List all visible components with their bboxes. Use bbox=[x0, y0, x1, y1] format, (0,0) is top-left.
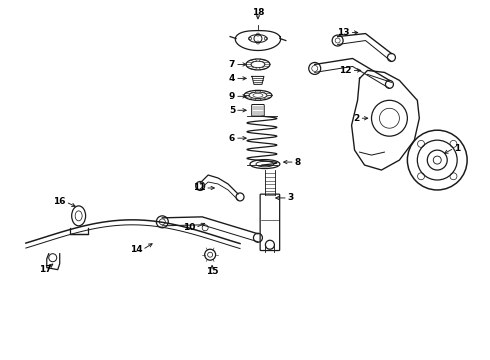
Text: 12: 12 bbox=[339, 66, 352, 75]
Text: 5: 5 bbox=[229, 106, 235, 115]
Text: 4: 4 bbox=[229, 74, 235, 83]
Text: 9: 9 bbox=[229, 92, 235, 101]
Text: 17: 17 bbox=[40, 265, 52, 274]
Text: 10: 10 bbox=[183, 223, 195, 232]
Text: 15: 15 bbox=[206, 267, 219, 276]
Text: 13: 13 bbox=[337, 28, 349, 37]
Text: 14: 14 bbox=[130, 245, 143, 254]
Text: 3: 3 bbox=[288, 193, 294, 202]
Text: 8: 8 bbox=[295, 158, 301, 167]
Text: 18: 18 bbox=[252, 8, 264, 17]
Text: 6: 6 bbox=[229, 134, 235, 143]
Text: 7: 7 bbox=[229, 60, 235, 69]
Text: 11: 11 bbox=[193, 184, 205, 193]
Text: 2: 2 bbox=[353, 114, 360, 123]
Text: 1: 1 bbox=[454, 144, 461, 153]
Text: 16: 16 bbox=[53, 197, 66, 206]
